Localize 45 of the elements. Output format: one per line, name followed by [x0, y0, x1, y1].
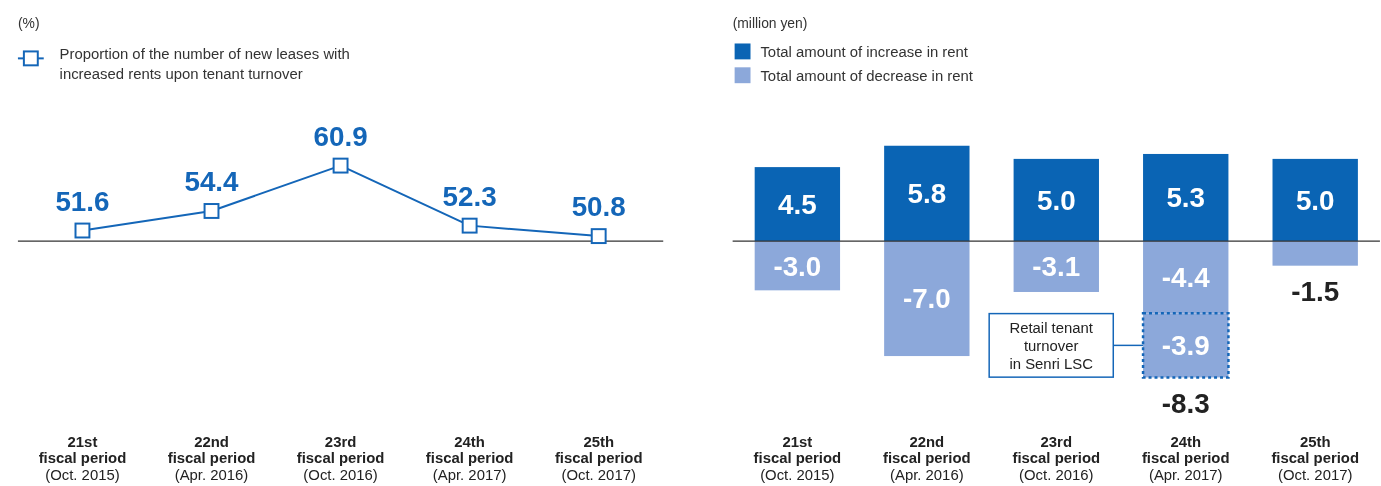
x-tick-label: 22nd fiscal period (Apr. 2016)	[167, 433, 256, 484]
bar	[754, 167, 841, 242]
point	[74, 222, 91, 239]
y-axis-title: (million yen)	[732, 14, 808, 31]
data-label: -1.5	[1291, 276, 1340, 308]
annotation: -8.3	[1161, 388, 1210, 420]
bar	[1013, 158, 1100, 242]
point	[332, 157, 349, 174]
data-label: -7.0	[902, 283, 951, 315]
data-label: 5.0	[1037, 184, 1076, 216]
data-label: 51.6	[55, 185, 110, 217]
bar	[884, 145, 970, 242]
x-tick-label: 24th fiscal period (Apr. 2017)	[1142, 433, 1230, 484]
data-label: -4.4	[1161, 262, 1211, 294]
x-tick-label: 21st fiscal period (Oct. 2015)	[753, 433, 842, 484]
x-tick-label: 25th fiscal period (Oct. 2017)	[554, 433, 643, 484]
data-label: 5.0	[1295, 184, 1335, 216]
bar	[884, 241, 970, 357]
point	[203, 203, 220, 219]
legend-title: (%)	[17, 14, 40, 31]
x-tick-label: 22nd fiscal period (Apr. 2016)	[883, 433, 971, 484]
data-label: 50.8	[571, 191, 626, 223]
data-label: 52.3	[442, 180, 497, 212]
annotation: Retail tenant turnover in Senri LSC	[1009, 320, 1094, 373]
bar	[1272, 241, 1358, 266]
data-label: -3.1	[1032, 251, 1081, 283]
x-tick-label: 23rd fiscal period (Oct. 2016)	[296, 433, 385, 484]
legend-label: Total amount of increase in rent	[760, 44, 969, 61]
data-label: -3.9	[1161, 330, 1210, 362]
legend-label: Proportion of the number of new leases with increased rents upon tenant turnover	[59, 46, 350, 83]
bar	[1272, 158, 1358, 242]
point	[590, 228, 607, 245]
data-label: 5.8	[907, 178, 947, 210]
x-tick-label: 21st fiscal period (Oct. 2015)	[38, 433, 127, 484]
x-tick-label: 25th fiscal period (Oct. 2017)	[1271, 433, 1360, 484]
data-label: 60.9	[313, 120, 368, 152]
legend-label: Total amount of decrease in rent	[760, 68, 974, 85]
x-tick-label: 24th fiscal period (Apr. 2017)	[425, 433, 514, 484]
data-label: 54.4	[184, 166, 240, 198]
data-label: -3.0	[773, 250, 822, 282]
x-tick-label: 23rd fiscal period (Oct. 2016)	[1012, 433, 1101, 484]
bar	[1143, 153, 1229, 242]
data-label: 5.3	[1166, 182, 1206, 214]
point	[461, 217, 478, 234]
data-label: 4.5	[778, 189, 817, 220]
